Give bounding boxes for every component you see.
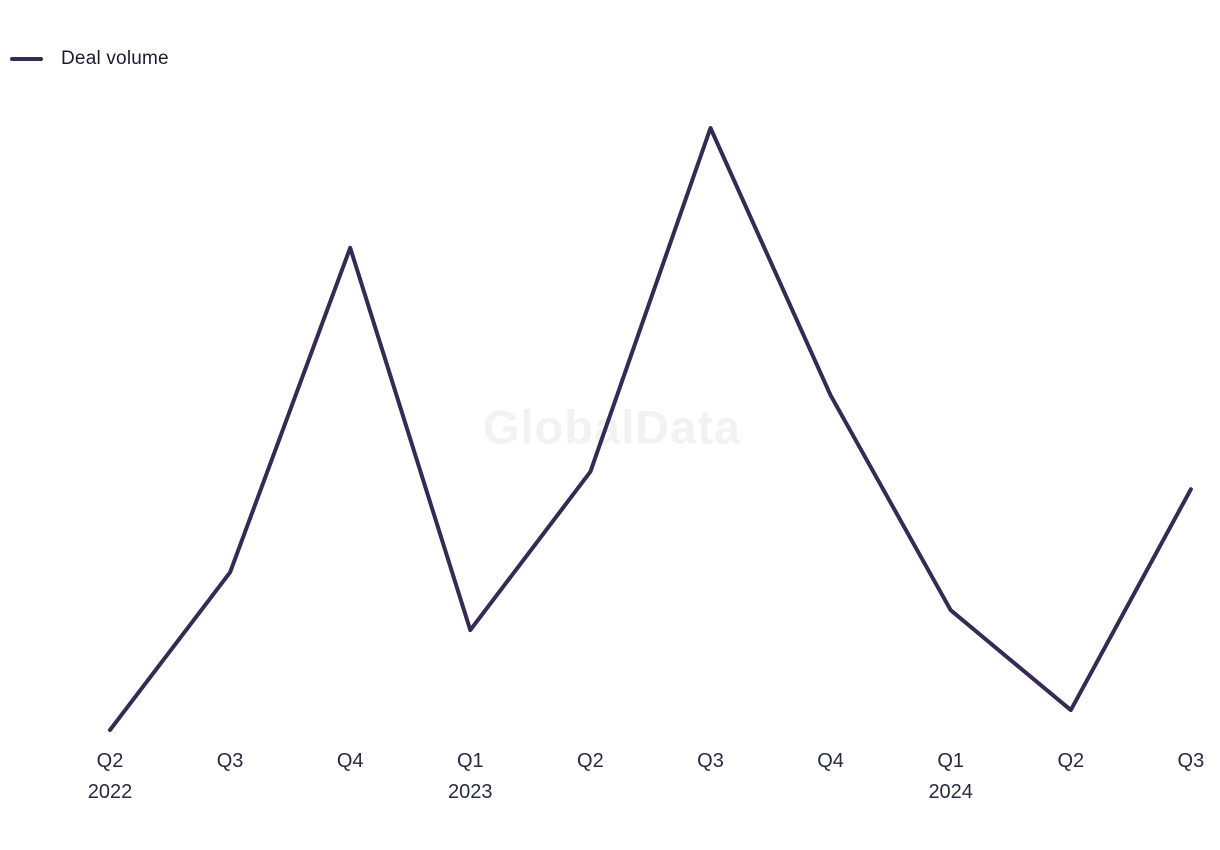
deal-volume-series-line	[108, 126, 1193, 732]
legend-line-swatch	[10, 57, 43, 61]
legend-label: Deal volume	[61, 48, 169, 69]
legend-item-deal-volume[interactable]: Deal volume	[10, 48, 169, 70]
